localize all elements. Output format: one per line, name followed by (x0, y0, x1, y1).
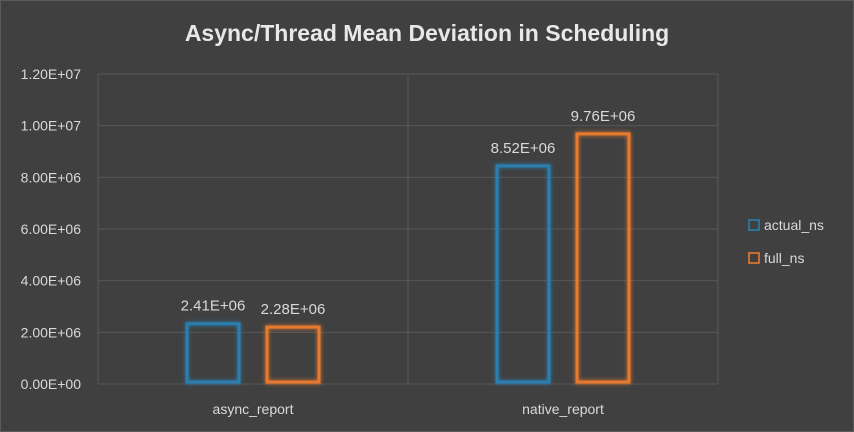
legend-swatch-actual_ns (748, 219, 760, 231)
legend-swatch-full_ns (748, 252, 760, 264)
y-tick-label-6: 1.20E+07 (21, 66, 82, 82)
gridlines (97, 73, 719, 385)
legend-label-full_ns: full_ns (764, 250, 804, 266)
x-tick-label-1: native_report (522, 401, 604, 417)
y-tick-label-2: 4.00E+06 (21, 273, 82, 289)
y-tick-label-3: 6.00E+06 (21, 221, 82, 237)
y-tick-label-1: 2.00E+06 (21, 324, 82, 340)
y-axis-tick-labels: 0.00E+00 2.00E+06 4.00E+06 6.00E+06 8.00E+06… (21, 66, 82, 392)
bar-actual_ns-async_report (185, 322, 241, 384)
bars (185, 132, 631, 384)
y-tick-label-0: 0.00E+00 (21, 376, 82, 392)
data-label-actual_ns-async_report: 2.41E+06 (181, 298, 246, 315)
data-label-full_ns-native_report: 9.76E+06 (571, 108, 636, 125)
y-tick-label-5: 1.00E+07 (21, 118, 82, 134)
bar-full_ns-native_report (575, 132, 631, 384)
data-labels: 2.41E+06 2.28E+06 8.52E+06 9.76E+06 (181, 108, 636, 318)
bar-actual_ns-native_report (495, 164, 551, 384)
y-tick-label-4: 8.00E+06 (21, 169, 82, 185)
data-label-full_ns-async_report: 2.28E+06 (261, 301, 326, 318)
data-label-actual_ns-native_report: 8.52E+06 (491, 140, 556, 157)
x-tick-label-0: async_report (213, 401, 294, 417)
chart-title: Async/Thread Mean Deviation in Schedulin… (185, 20, 669, 46)
legend-label-actual_ns: actual_ns (764, 217, 824, 233)
bar-full_ns-async_report (265, 325, 321, 384)
legend: actual_ns full_ns (748, 217, 824, 266)
x-axis-tick-labels: async_report native_report (213, 401, 604, 417)
